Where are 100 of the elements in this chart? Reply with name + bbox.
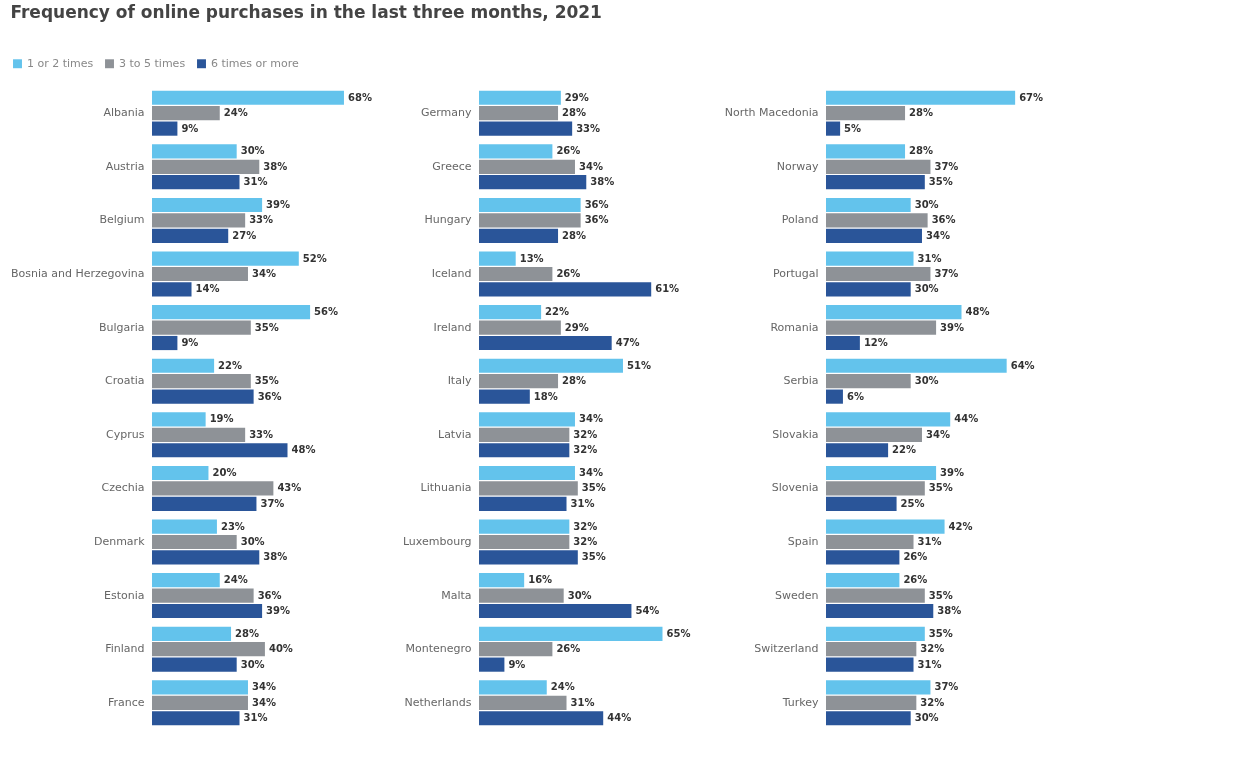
data-label: 34% — [251, 681, 276, 693]
bar — [826, 534, 914, 550]
data-label: 47% — [615, 337, 640, 349]
bar — [479, 320, 561, 335]
bar — [152, 389, 254, 404]
bar — [152, 282, 192, 297]
data-label: 28% — [562, 375, 586, 387]
bar — [152, 465, 209, 481]
bar — [152, 603, 263, 619]
bar — [826, 680, 931, 695]
bar — [152, 550, 260, 565]
data-label: 5% — [844, 122, 862, 134]
y-tick-label: Belgium — [99, 213, 145, 227]
bar — [479, 412, 575, 427]
data-label: 33% — [576, 122, 601, 134]
data-label: 36% — [584, 214, 609, 226]
data-label: 9% — [181, 337, 199, 349]
data-label: 32% — [573, 428, 598, 440]
y-tick-label: Poland — [781, 213, 819, 227]
bar — [826, 626, 925, 641]
bar — [479, 159, 575, 174]
bar — [479, 358, 623, 373]
data-label: 33% — [249, 428, 274, 440]
data-label: 37% — [934, 268, 959, 279]
data-label: 28% — [562, 107, 586, 119]
bar — [152, 695, 248, 710]
data-label: 65% — [666, 627, 691, 639]
data-label: 37% — [260, 497, 285, 509]
bar — [479, 266, 553, 282]
y-tick-label: Romania — [770, 320, 819, 334]
data-label: 34% — [578, 160, 603, 172]
bar — [152, 588, 254, 603]
data-label: 32% — [573, 444, 598, 456]
bar — [152, 496, 257, 511]
data-label: 9% — [181, 122, 199, 134]
bar — [152, 175, 240, 190]
data-label: 54% — [635, 605, 660, 617]
data-label: 19% — [209, 413, 234, 425]
data-label: 30% — [914, 198, 939, 210]
bar — [479, 573, 525, 588]
bar — [479, 496, 567, 511]
bar — [479, 550, 578, 565]
data-label: 39% — [266, 198, 291, 210]
data-label: 38% — [263, 551, 288, 563]
bar — [826, 251, 914, 266]
bar — [479, 443, 570, 458]
data-label: 30% — [240, 145, 265, 157]
y-tick-label: Croatia — [104, 374, 145, 388]
bar — [826, 695, 917, 710]
bar — [152, 412, 206, 427]
bar — [826, 335, 860, 351]
data-label: 30% — [567, 589, 592, 601]
data-label: 35% — [581, 551, 606, 563]
data-label: 67% — [1019, 91, 1044, 103]
data-label: 35% — [928, 627, 953, 639]
bar — [826, 481, 925, 496]
bar — [826, 573, 900, 588]
bar — [479, 534, 570, 550]
bar — [479, 144, 553, 159]
data-label: 37% — [934, 160, 959, 172]
bar — [826, 358, 1007, 373]
bar — [826, 266, 931, 282]
data-label: 12% — [863, 337, 888, 349]
data-label: 28% — [909, 145, 933, 157]
data-label: 56% — [314, 306, 339, 318]
bar — [479, 106, 559, 121]
bar — [479, 389, 530, 404]
data-label: 29% — [564, 91, 589, 103]
data-label: 20% — [212, 466, 237, 478]
data-label: 27% — [232, 229, 257, 241]
bar — [826, 144, 906, 159]
data-label: 68% — [347, 91, 372, 103]
bar — [152, 228, 229, 243]
data-label: 35% — [254, 375, 279, 387]
bar — [152, 213, 246, 228]
y-tick-label: Malta — [441, 588, 472, 602]
bar — [479, 305, 542, 320]
y-tick-label: Czechia — [101, 481, 145, 495]
data-label: 30% — [914, 712, 939, 724]
y-tick-label: France — [107, 695, 145, 709]
data-label: 9% — [508, 658, 526, 670]
data-label: 30% — [240, 536, 265, 547]
y-tick-label: Denmark — [93, 535, 146, 548]
data-label: 35% — [928, 482, 953, 494]
data-label: 48% — [965, 306, 990, 318]
bar — [826, 389, 843, 404]
data-label: 40% — [268, 643, 293, 655]
data-label: 44% — [954, 413, 979, 425]
bar — [826, 519, 945, 534]
bar — [479, 427, 570, 442]
data-label: 64% — [1010, 359, 1035, 371]
data-label: 14% — [195, 283, 220, 295]
bar — [152, 144, 237, 159]
bar — [152, 159, 260, 174]
y-tick-label: Lithuania — [420, 481, 472, 495]
data-label: 31% — [570, 497, 595, 509]
bar — [479, 711, 604, 726]
bar — [152, 251, 299, 266]
bar — [479, 251, 516, 266]
bar — [152, 121, 178, 136]
